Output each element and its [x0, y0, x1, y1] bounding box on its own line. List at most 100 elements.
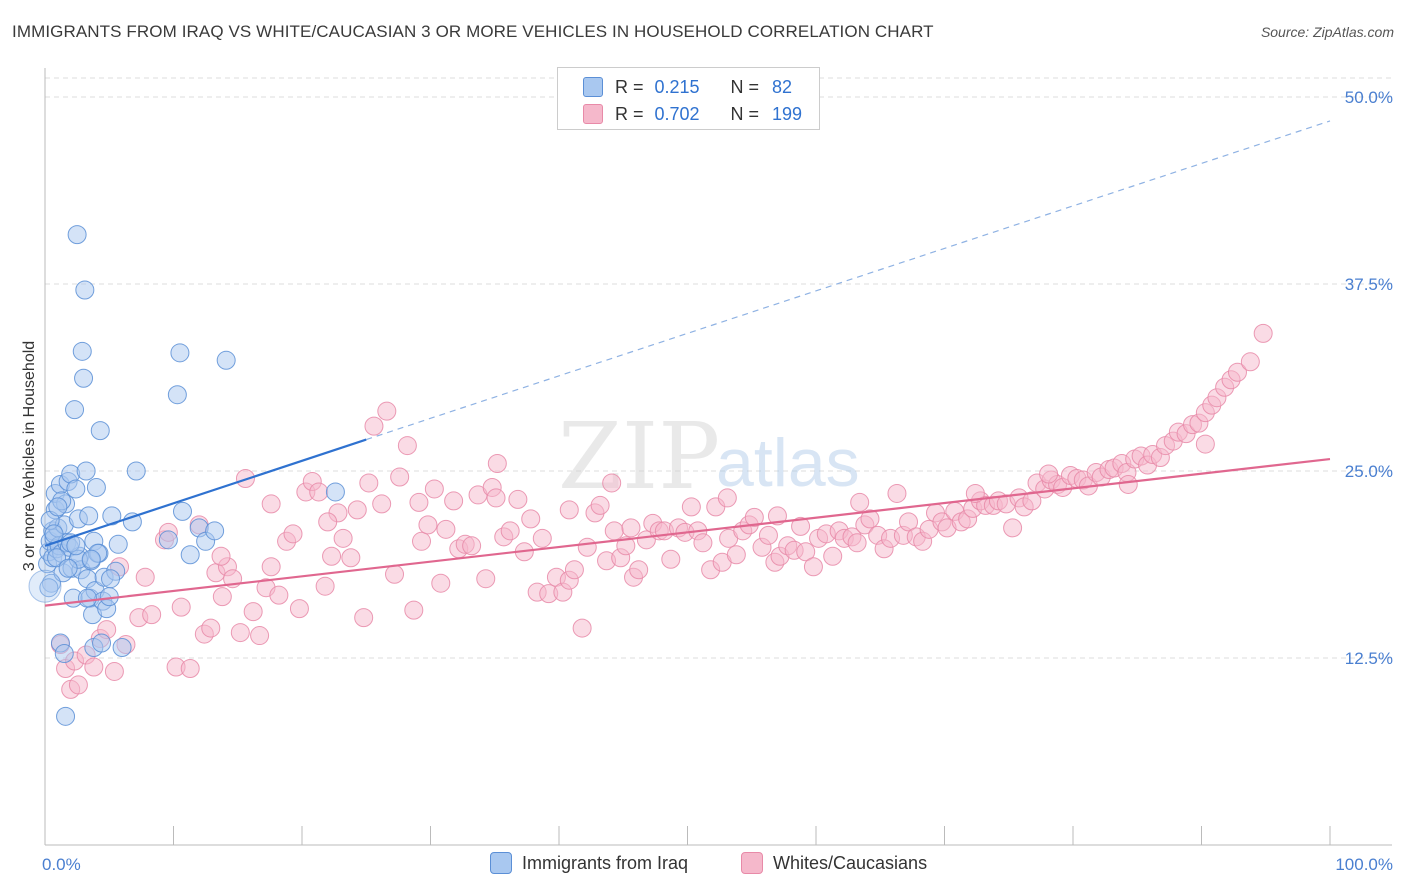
- point-whites-caucasians: [767, 506, 787, 526]
- point-whites-caucasians: [693, 533, 713, 553]
- point-immigrants-from-iraq: [172, 501, 192, 521]
- point-whites-caucasians: [261, 494, 281, 514]
- y-tick-label: 12.5%: [1345, 649, 1393, 668]
- point-whites-caucasians: [476, 569, 496, 589]
- point-whites-caucasians: [104, 661, 124, 681]
- legend-swatch-pink: [583, 104, 603, 124]
- point-immigrants-from-iraq: [56, 706, 76, 726]
- point-whites-caucasians: [462, 536, 482, 556]
- point-immigrants-from-iraq: [28, 569, 62, 603]
- point-whites-caucasians: [390, 467, 410, 487]
- point-whites-caucasians: [1240, 352, 1260, 372]
- point-immigrants-from-iraq: [216, 350, 236, 370]
- point-whites-caucasians: [616, 536, 636, 556]
- point-immigrants-from-iraq: [74, 368, 94, 388]
- point-immigrants-from-iraq: [102, 506, 122, 526]
- point-immigrants-from-iraq: [108, 534, 128, 554]
- trend-line-whites: [44, 457, 1331, 607]
- legend-r-value: 0.215: [654, 76, 700, 97]
- point-whites-caucasians: [385, 564, 405, 584]
- point-whites-caucasians: [289, 599, 309, 619]
- point-whites-caucasians: [347, 500, 367, 520]
- point-whites-caucasians: [359, 473, 379, 493]
- point-immigrants-from-iraq: [39, 578, 59, 598]
- legend-r-label: R =: [615, 103, 649, 124]
- point-whites-caucasians: [847, 533, 867, 553]
- point-whites-caucasians: [887, 483, 907, 503]
- point-whites-caucasians: [341, 548, 361, 568]
- point-whites-caucasians: [269, 585, 289, 605]
- point-whites-caucasians: [180, 658, 200, 678]
- point-whites-caucasians: [602, 473, 622, 493]
- point-whites-caucasians: [372, 494, 392, 514]
- point-whites-caucasians: [354, 608, 374, 628]
- point-whites-caucasians: [1118, 474, 1138, 494]
- point-whites-caucasians: [791, 516, 811, 536]
- point-whites-caucasians: [564, 560, 584, 580]
- point-immigrants-from-iraq: [65, 400, 85, 420]
- point-whites-caucasians: [681, 497, 701, 517]
- point-whites-caucasians: [418, 515, 438, 535]
- legend-label-iraq: Immigrants from Iraq: [522, 852, 689, 873]
- point-whites-caucasians: [424, 479, 444, 499]
- point-immigrants-from-iraq: [180, 545, 200, 565]
- point-whites-caucasians: [212, 587, 232, 607]
- point-whites-caucasians: [364, 416, 384, 436]
- point-whites-caucasians: [283, 524, 303, 544]
- point-whites-caucasians: [803, 557, 823, 577]
- point-whites-caucasians: [142, 605, 162, 625]
- watermark-zip: ZIP: [558, 403, 720, 510]
- point-whites-caucasians: [436, 519, 456, 539]
- point-whites-caucasians: [377, 401, 397, 421]
- y-tick-label: 37.5%: [1345, 275, 1393, 294]
- point-whites-caucasians: [629, 560, 649, 580]
- series-whites-caucasians: [50, 323, 1273, 699]
- point-immigrants-from-iraq: [205, 521, 225, 541]
- point-whites-caucasians: [508, 489, 528, 509]
- point-immigrants-from-iraq: [67, 225, 87, 245]
- point-whites-caucasians: [68, 675, 88, 695]
- tick-labels: 12.5% 25.0% 37.5% 50.0% 0.0% 100.0%: [42, 88, 1393, 874]
- legend-swatch-blue: [583, 77, 603, 97]
- point-immigrants-from-iraq: [48, 497, 68, 517]
- legend-r-value: 0.702: [654, 103, 700, 124]
- point-whites-caucasians: [850, 492, 870, 512]
- source-label: Source: ZipAtlas.com: [1260, 24, 1394, 40]
- point-whites-caucasians: [230, 623, 250, 643]
- point-whites-caucasians: [1039, 464, 1059, 484]
- y-tick-label: 25.0%: [1345, 462, 1393, 481]
- trend-line-iraq-extension: [366, 120, 1331, 441]
- point-whites-caucasians: [431, 573, 451, 593]
- point-immigrants-from-iraq: [126, 461, 146, 481]
- point-immigrants-from-iraq: [58, 558, 78, 578]
- legend-item-whites[interactable]: Whites/Caucasians: [741, 852, 927, 874]
- point-whites-caucasians: [315, 576, 335, 596]
- point-whites-caucasians: [309, 482, 329, 502]
- legend-swatch-blue: [490, 852, 512, 874]
- point-immigrants-from-iraq: [54, 644, 74, 664]
- point-immigrants-from-iraq: [167, 385, 187, 405]
- point-whites-caucasians: [1195, 434, 1215, 454]
- point-immigrants-from-iraq: [90, 421, 110, 441]
- point-whites-caucasians: [171, 597, 191, 617]
- point-immigrants-from-iraq: [77, 588, 97, 608]
- point-whites-caucasians: [333, 528, 353, 548]
- point-immigrants-from-iraq: [325, 482, 345, 502]
- point-whites-caucasians: [250, 626, 270, 646]
- point-whites-caucasians: [758, 525, 778, 545]
- series-immigrants-from-iraq: [28, 225, 345, 726]
- legend-n-value: 199: [772, 103, 803, 124]
- watermark-atlas: atlas: [716, 425, 860, 501]
- point-whites-caucasians: [211, 546, 231, 566]
- y-tick-label: 50.0%: [1345, 88, 1393, 107]
- point-whites-caucasians: [1253, 323, 1273, 343]
- point-whites-caucasians: [404, 600, 424, 620]
- legend-item-iraq[interactable]: Immigrants from Iraq: [490, 852, 688, 874]
- legend-n-label: N =: [730, 76, 765, 97]
- point-whites-caucasians: [409, 492, 429, 512]
- point-whites-caucasians: [661, 549, 681, 569]
- point-whites-caucasians: [84, 657, 104, 677]
- legend-n-label: N =: [730, 103, 765, 124]
- point-whites-caucasians: [726, 545, 746, 565]
